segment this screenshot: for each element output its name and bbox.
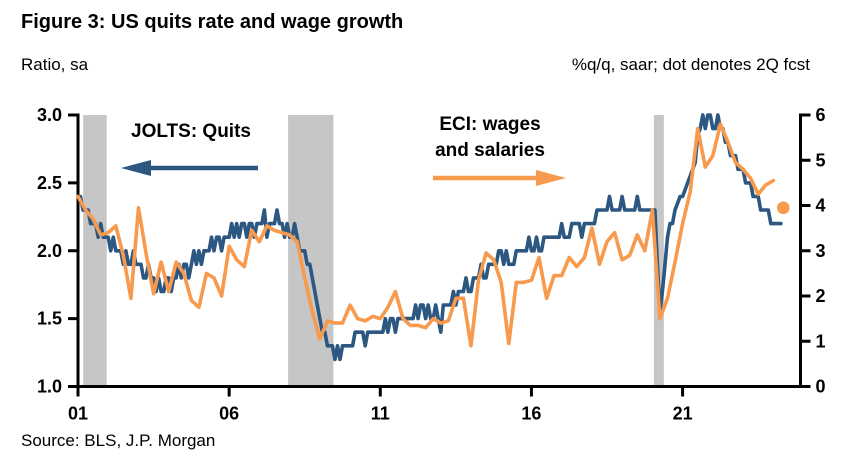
y-left-tick-label: 3.0 [37, 105, 62, 125]
y-left-tick-label: 1.0 [37, 377, 62, 397]
x-tick-label: 06 [219, 404, 239, 424]
right-axis-units-label: %q/q, saar; dot denotes 2Q fcst [571, 55, 810, 74]
y-right-tick-label: 4 [816, 196, 826, 216]
y-right-tick-label: 1 [816, 331, 826, 351]
source-note: Source: BLS, J.P. Morgan [21, 431, 216, 450]
jolts-arrow-icon [121, 160, 151, 176]
recession-band [83, 115, 107, 387]
series-label-eci-line2: and salaries [435, 140, 545, 161]
y-left-tick-label: 2.0 [37, 241, 62, 261]
y-right-tick-label: 5 [816, 150, 826, 170]
y-right-tick-label: 6 [816, 105, 826, 125]
eci-wages-line [76, 122, 776, 348]
y-right-tick-label: 0 [816, 377, 826, 397]
y-left-tick-label: 2.5 [37, 173, 62, 193]
x-tick-label: 11 [371, 404, 390, 424]
series-label-eci: ECI: wages and salaries [407, 112, 573, 164]
x-tick-label: 21 [673, 404, 693, 424]
series-label-jolts: JOLTS: Quits [131, 121, 251, 142]
recession-band [653, 115, 664, 387]
jolts-quits-line [76, 113, 783, 362]
y-right-tick-label: 2 [816, 286, 826, 306]
y-right-tick-label: 3 [816, 241, 826, 261]
x-tick-label: 01 [68, 404, 88, 424]
series-label-eci-line1: ECI: wages [439, 114, 541, 135]
x-tick-label: 16 [521, 404, 541, 424]
forecast-dot [776, 201, 790, 215]
eci-arrow-icon [536, 170, 566, 186]
figure-title: Figure 3: US quits rate and wage growth [21, 11, 404, 33]
left-axis-units-label: Ratio, sa [21, 55, 89, 74]
y-left-tick-label: 1.5 [37, 309, 62, 329]
